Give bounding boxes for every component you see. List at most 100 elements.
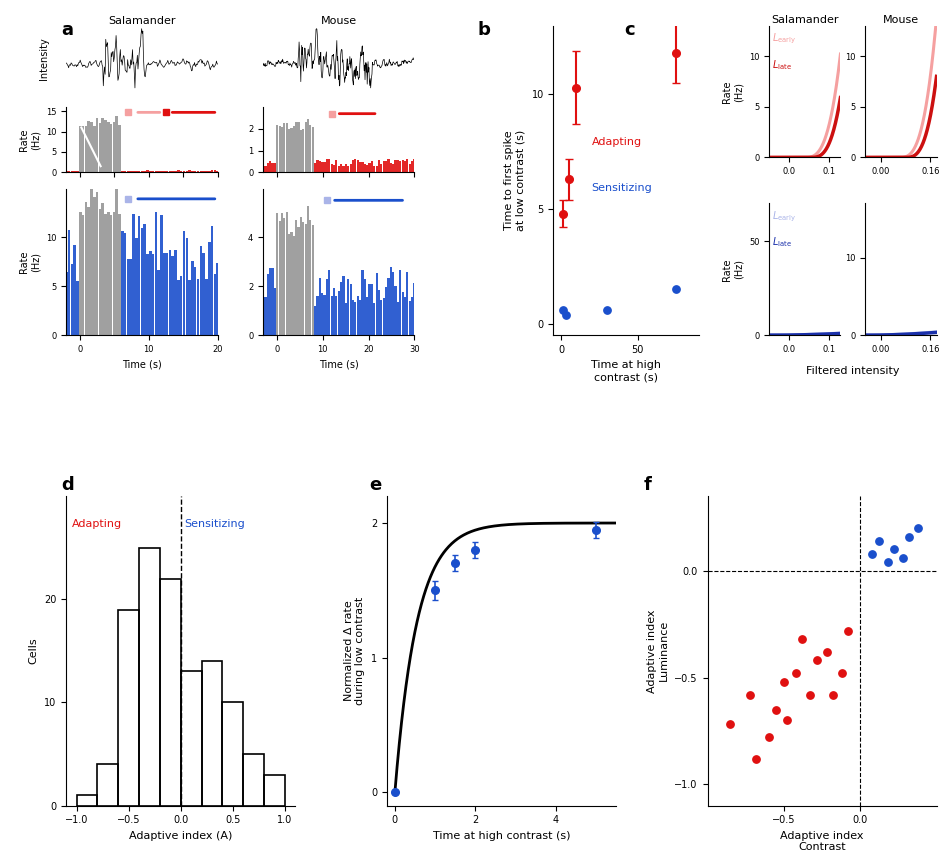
Y-axis label: Time to first spike
at low contrast (s): Time to first spike at low contrast (s) (504, 129, 526, 231)
Bar (262, 275, 264, 335)
Bar (344, 303, 347, 335)
Bar (65, 272, 67, 335)
Bar (390, 164, 392, 172)
Bar (307, 207, 309, 335)
Bar (160, 578, 181, 806)
Point (723, 717, 738, 731)
Bar (87, 207, 90, 335)
Bar (185, 237, 188, 335)
Bar (202, 253, 205, 335)
Bar (333, 288, 335, 335)
Bar (127, 171, 130, 172)
Bar (77, 795, 97, 806)
Bar (307, 118, 309, 172)
Bar (197, 171, 200, 172)
Bar (152, 171, 154, 172)
Title: Mouse: Mouse (321, 15, 357, 26)
Bar (352, 160, 354, 172)
X-axis label: Adaptive index
Contrast: Adaptive index Contrast (780, 830, 864, 853)
X-axis label: Adaptive index (A): Adaptive index (A) (129, 830, 233, 841)
Bar (297, 227, 300, 335)
Bar (149, 250, 151, 335)
Bar (68, 231, 70, 335)
Bar (349, 285, 352, 335)
Bar (401, 291, 404, 335)
Bar (101, 117, 104, 172)
Bar (305, 122, 307, 172)
Bar (376, 166, 377, 172)
Bar (138, 171, 140, 172)
Text: Sensitizing: Sensitizing (184, 519, 245, 529)
Bar (411, 160, 413, 172)
Text: $L_\mathrm{early}$: $L_\mathrm{early}$ (772, 32, 797, 46)
Y-axis label: Cells: Cells (28, 638, 39, 664)
Bar (404, 161, 406, 172)
Bar (101, 203, 104, 335)
Bar (409, 164, 411, 172)
Bar (325, 279, 328, 335)
Bar (366, 165, 368, 172)
Point (886, 542, 902, 556)
Point (880, 555, 895, 569)
Bar (352, 301, 354, 335)
Bar (335, 160, 338, 172)
Bar (297, 123, 300, 172)
Bar (197, 279, 200, 335)
Bar (264, 297, 267, 335)
Bar (98, 123, 101, 172)
Bar (387, 278, 390, 335)
Bar (281, 127, 283, 172)
Point (840, 624, 855, 638)
Point (789, 667, 804, 680)
Bar (361, 162, 363, 172)
Bar (135, 171, 137, 172)
Y-axis label: Rate
(Hz): Rate (Hz) (722, 81, 744, 103)
Point (749, 752, 764, 765)
Text: $L_\mathrm{late}$: $L_\mathrm{late}$ (772, 236, 792, 249)
Bar (200, 171, 202, 172)
Bar (208, 243, 211, 335)
Bar (139, 548, 160, 806)
Bar (288, 235, 290, 335)
Bar (338, 166, 340, 172)
Bar (363, 164, 366, 172)
Point (834, 667, 850, 680)
Point (777, 675, 792, 689)
Bar (267, 273, 269, 335)
Bar (404, 297, 406, 335)
Bar (163, 171, 166, 172)
Bar (152, 255, 154, 335)
Bar (135, 238, 137, 335)
Bar (371, 285, 373, 335)
Bar (295, 220, 297, 335)
Bar (76, 281, 79, 335)
Bar (314, 164, 316, 172)
Bar (377, 160, 380, 172)
Bar (194, 267, 197, 335)
Bar (113, 212, 115, 335)
Bar (96, 118, 98, 172)
Bar (211, 226, 213, 335)
Y-axis label: Rate
(Hz): Rate (Hz) (722, 258, 744, 280)
Bar (208, 171, 211, 172)
Bar (104, 121, 107, 172)
Bar (283, 218, 286, 335)
Bar (130, 259, 132, 335)
Bar (300, 217, 302, 335)
Bar (118, 609, 139, 806)
Bar (324, 295, 325, 335)
Bar (201, 661, 222, 806)
Bar (157, 270, 160, 335)
Bar (177, 280, 180, 335)
Bar (84, 202, 87, 335)
Bar (394, 160, 396, 172)
Bar (87, 122, 90, 172)
Bar (154, 171, 157, 172)
Bar (382, 161, 385, 172)
Bar (168, 250, 171, 335)
Bar (295, 122, 297, 172)
Bar (264, 166, 267, 172)
Y-axis label: Adaptive index
Luminance: Adaptive index Luminance (647, 609, 669, 692)
Bar (90, 180, 93, 335)
Bar (90, 123, 93, 172)
